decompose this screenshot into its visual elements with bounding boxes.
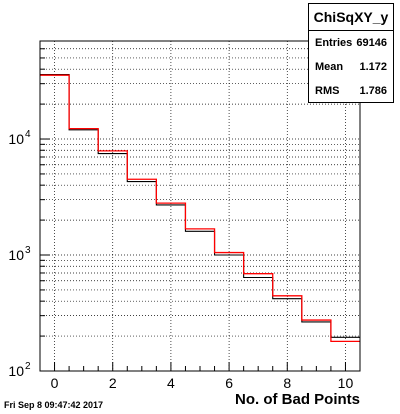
- y-tick-label: 10: [8, 247, 24, 263]
- x-tick-label: 6: [225, 375, 233, 391]
- y-tick-label: 10: [8, 131, 24, 147]
- x-tick-label: 4: [167, 375, 175, 391]
- stats-rms-value: 1.786: [359, 85, 387, 97]
- stats-mean-label: Mean: [315, 61, 344, 73]
- timestamp: Fri Sep 8 09:47:42 2017: [4, 400, 104, 410]
- y-tick-exponent: 3: [25, 245, 31, 256]
- y-tick-label: 10: [8, 363, 24, 379]
- x-tick-label: 2: [109, 375, 117, 391]
- stats-row-rms: RMS 1.786: [309, 79, 393, 103]
- x-tick-label: 8: [283, 375, 291, 391]
- x-tick-label: 10: [338, 375, 354, 391]
- histogram-series-red: [40, 74, 360, 343]
- stats-row-entries: Entries 69146: [309, 31, 393, 55]
- stats-entries-value: 69146: [356, 37, 387, 49]
- stats-title: ChiSqXY_y: [309, 4, 393, 31]
- x-tick-label: 0: [51, 375, 59, 391]
- stats-entries-label: Entries: [315, 37, 353, 49]
- x-axis-title: No. of Bad Points: [235, 391, 360, 408]
- stats-row-mean: Mean 1.172: [309, 55, 393, 79]
- stats-box: ChiSqXY_y Entries 69146 Mean 1.172 RMS 1…: [308, 3, 394, 103]
- y-tick-exponent: 4: [25, 129, 31, 140]
- stats-mean-value: 1.172: [359, 61, 387, 73]
- y-tick-exponent: 2: [25, 361, 31, 372]
- stats-rms-label: RMS: [315, 85, 340, 97]
